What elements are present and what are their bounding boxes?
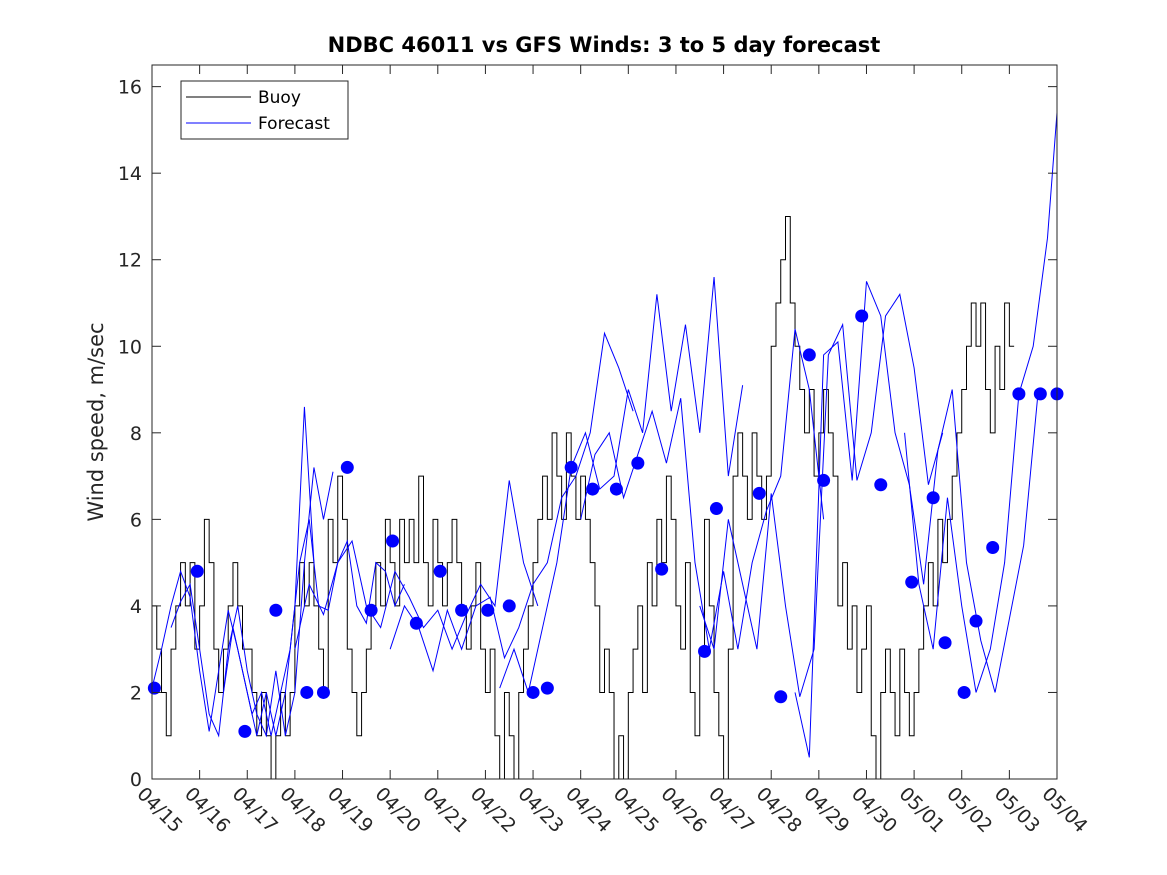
forecast-marker-point xyxy=(1012,387,1026,401)
forecast-marker-point xyxy=(655,562,669,576)
forecast-marker-point xyxy=(586,482,600,496)
forecast-run-line-8 xyxy=(699,293,944,697)
y-axis-label: Wind speed, m/sec xyxy=(84,322,108,521)
forecast-marker-point xyxy=(986,540,1000,554)
forecast-marker-point xyxy=(969,614,983,628)
y-tick-label: 4 xyxy=(130,596,142,618)
forecast-marker-point xyxy=(802,348,816,362)
y-tick-label: 10 xyxy=(118,336,142,358)
forecast-marker-point xyxy=(340,460,354,474)
forecast-marker-point xyxy=(609,482,623,496)
forecast-run-line-6 xyxy=(499,276,744,695)
legend: Buoy Forecast xyxy=(180,80,349,140)
forecast-marker-point xyxy=(926,491,940,505)
y-tick-label: 14 xyxy=(118,163,142,185)
forecast-marker-point xyxy=(855,309,869,323)
chart-title: NDBC 46011 vs GFS Winds: 3 to 5 day fore… xyxy=(328,33,881,57)
forecast-run-line-4 xyxy=(294,480,539,651)
forecast-marker-point xyxy=(564,460,578,474)
forecast-run-line-5 xyxy=(389,331,634,673)
forecast-marker-point xyxy=(481,603,495,617)
forecast-run-line-2 xyxy=(170,467,334,738)
forecast-marker-point xyxy=(300,685,314,699)
forecast-marker-point xyxy=(364,603,378,617)
forecast-marker-point xyxy=(1033,387,1047,401)
forecast-marker-point xyxy=(147,681,161,695)
forecast-marker-point xyxy=(386,534,400,548)
forecast-run-line-9 xyxy=(794,281,1039,758)
forecast-marker-point xyxy=(409,616,423,630)
forecast-marker-point xyxy=(817,473,831,487)
forecast-marker-point xyxy=(752,486,766,500)
forecast-marker-point xyxy=(957,685,971,699)
forecast-marker-point xyxy=(455,603,469,617)
y-tick-label: 8 xyxy=(130,423,142,445)
forecast-run-line-3 xyxy=(222,519,405,736)
forecast-marker-point xyxy=(631,456,645,470)
legend-buoy-label: Buoy xyxy=(258,88,301,108)
forecast-marker-point xyxy=(905,575,919,589)
forecast-marker-point xyxy=(709,502,723,516)
y-tick-label: 0 xyxy=(130,769,142,791)
forecast-marker-point xyxy=(698,644,712,658)
forecast-marker-point xyxy=(316,685,330,699)
forecast-marker-point xyxy=(502,599,516,613)
legend-box xyxy=(180,80,349,140)
forecast-marker-point xyxy=(938,636,952,650)
forecast-marker-point xyxy=(774,690,788,704)
y-tick-label: 16 xyxy=(118,77,142,99)
buoy-series-line xyxy=(152,215,1015,780)
forecast-marker-point xyxy=(433,564,447,578)
forecast-run-line-10 xyxy=(904,112,1058,693)
forecast-marker-point xyxy=(526,685,540,699)
forecast-marker-point xyxy=(269,603,283,617)
forecast-marker-point xyxy=(238,724,252,738)
forecast-marker-point xyxy=(540,681,554,695)
forecast-marker-point xyxy=(190,564,204,578)
y-tick-label: 2 xyxy=(130,682,142,704)
axes-box xyxy=(151,64,1058,780)
forecast-marker-point xyxy=(874,478,888,492)
legend-forecast-label: Forecast xyxy=(258,114,330,134)
y-tick-label: 6 xyxy=(130,509,142,531)
plot-area xyxy=(147,112,1064,780)
y-tick-label: 12 xyxy=(118,250,142,272)
